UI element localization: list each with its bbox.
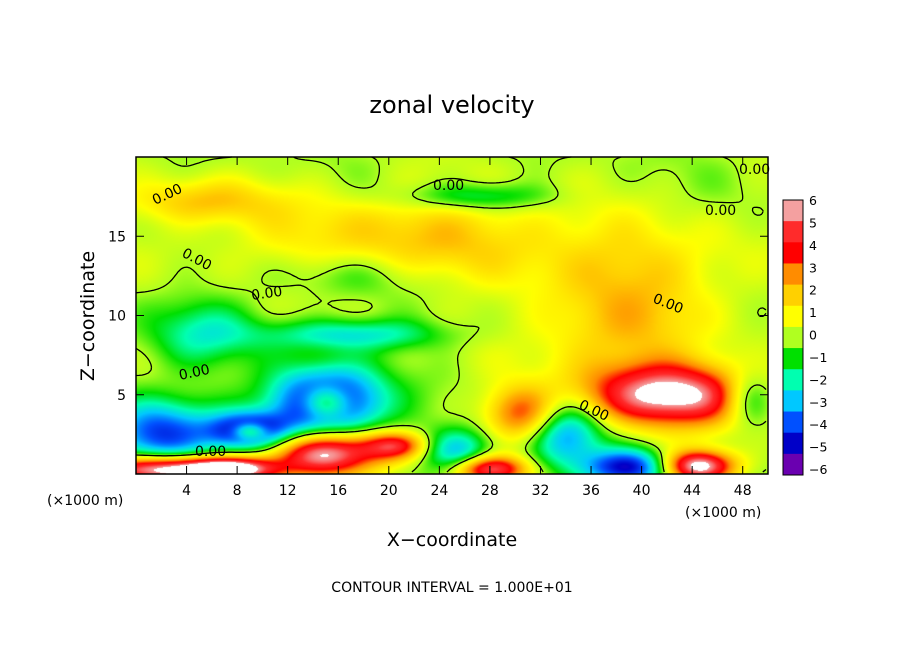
x-tick-label: 44 [683,483,701,499]
colorbar-swatch [783,326,803,349]
x-tick-label: 48 [734,483,752,499]
contour-label: 0.00 [250,284,283,304]
contour-interval-footer: CONTOUR INTERVAL = 1.000E+01 [331,580,572,596]
x-tick-label: 12 [279,483,297,499]
x-tick-label: 40 [633,483,651,499]
colorbar-tick-label: −1 [809,350,827,365]
colorbar-swatch [783,242,803,264]
x-axis-label: X−coordinate [387,529,517,551]
y-tick-label: 15 [108,229,126,245]
colorbar-swatch [783,390,803,413]
colorbar-tick-label: 0 [809,328,817,343]
x-tick-label: 20 [380,483,398,499]
colorbar-swatch [783,453,803,476]
x-unit-left: (×1000 m) [47,493,123,509]
x-axis-ticks: 4 8 12 16 20 24 28 32 36 40 44 48 [182,157,752,499]
x-tick-label: 28 [481,483,499,499]
contour-label: 0.00 [705,203,736,219]
colorbar-tick-label: 4 [809,238,817,253]
colorbar-swatch [783,200,803,222]
x-tick-label: 24 [430,483,448,499]
contour-label: 0.00 [433,178,464,194]
colorbar-tick-label: 1 [809,305,817,320]
chart-title: zonal velocity [369,91,534,119]
plot-area: 0.000.000.000.000.000.00 0.000.000.000.00 [135,156,770,475]
colorbar-tick-label: −5 [809,440,827,455]
colorbar-tick-label: 5 [809,215,817,230]
colorbar-swatch [783,432,803,455]
colorbar-tick-label: −3 [809,395,827,410]
contour-label: 0.00 [178,362,212,384]
colorbar-tick-label: 6 [809,193,817,208]
colorbar-swatch [783,284,803,307]
heatmap-field [136,157,768,474]
colorbar: 6 5 4 3 2 1 0 −1 −2 −3 −4 −5 −6 [782,193,827,477]
colorbar-swatch [783,348,803,370]
colorbar-tick-label: −6 [809,462,827,477]
contour-label: 0.00 [739,162,770,178]
y-axis-label: Z−coordinate [77,251,99,381]
contour-label: 0.00 [195,444,226,460]
colorbar-swatch [783,221,803,243]
y-tick-label: 5 [117,388,126,404]
colorbar-tick-label: −2 [809,372,827,387]
x-unit-right: (×1000 m) [685,505,761,521]
x-tick-label: 4 [182,483,191,499]
colorbar-swatch [783,411,803,434]
colorbar-swatch [783,369,803,391]
colorbar-tick-label: 2 [809,283,817,298]
x-tick-label: 8 [233,483,242,499]
y-tick-label: 10 [108,309,126,325]
x-tick-label: 16 [329,483,347,499]
colorbar-swatch [783,263,803,286]
colorbar-tick-label: −4 [809,417,827,432]
colorbar-frame [782,199,804,476]
x-tick-label: 36 [582,483,600,499]
y-axis-ticks: 5 10 15 [108,229,768,404]
x-tick-label: 32 [532,483,550,499]
colorbar-tick-label: 3 [809,260,817,275]
colorbar-swatch [783,305,803,328]
